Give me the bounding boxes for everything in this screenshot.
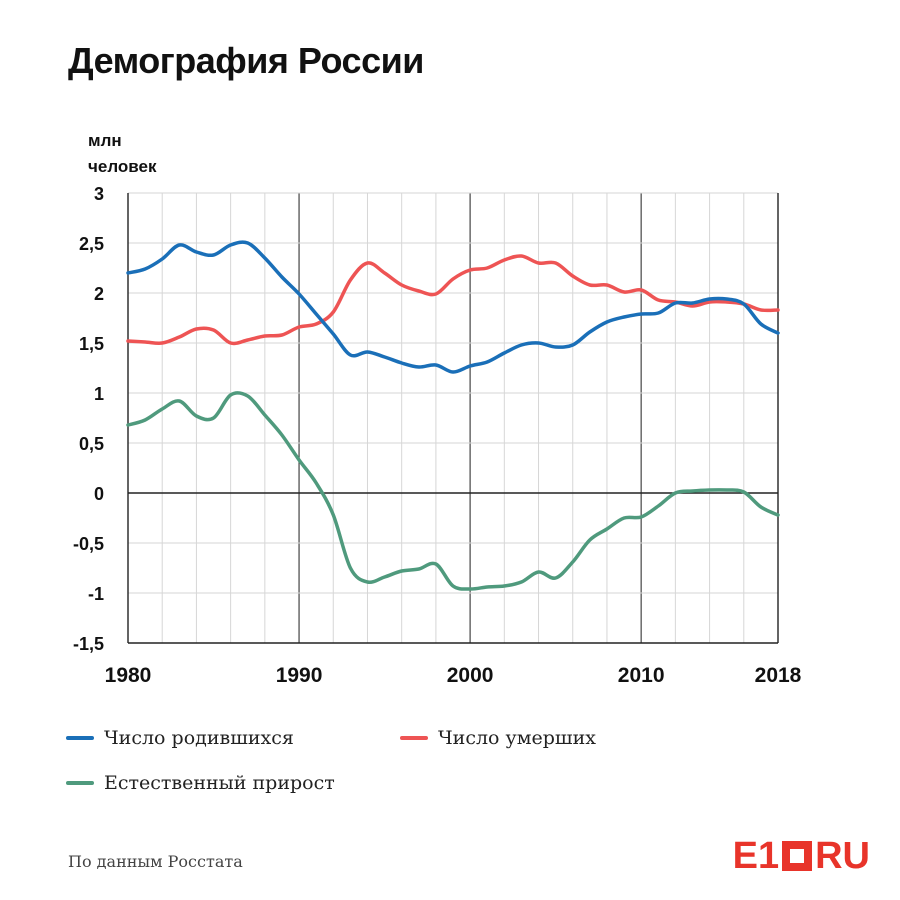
chart-title: Демография России xyxy=(68,40,424,81)
y-axis-unit-label: млн человек xyxy=(88,128,156,180)
series-line-natural-growth xyxy=(126,391,780,591)
y-tick-label: 0 xyxy=(94,484,104,504)
y-tick-label: 2 xyxy=(94,284,104,304)
y-tick-label: 0,5 xyxy=(79,434,104,454)
y-tick-label: -1 xyxy=(88,584,104,604)
logo-text-right: RU xyxy=(815,834,870,877)
y-tick-label: -1,5 xyxy=(73,634,104,654)
x-tick-label: 2000 xyxy=(447,664,494,687)
y-axis-unit-line-2: человек xyxy=(88,157,157,176)
legend-swatch-births xyxy=(66,736,94,740)
y-tick-label: 2,5 xyxy=(79,234,104,254)
legend-label-births: Число родившихся xyxy=(104,727,294,749)
logo-square-icon xyxy=(782,841,813,871)
legend-item-births: Число родившихся xyxy=(66,727,294,749)
series-line-births xyxy=(126,240,780,374)
x-tick-label: 1980 xyxy=(105,664,152,687)
logo-text-left: E1 xyxy=(732,834,780,877)
source-note: По данным Росстата xyxy=(68,852,243,871)
series-line-deaths xyxy=(126,254,780,346)
x-tick-label: 2010 xyxy=(618,664,665,687)
y-axis-unit-line-1: млн xyxy=(88,131,122,150)
legend-label-natural-growth: Естественный прирост xyxy=(104,772,335,794)
x-tick-label: 1990 xyxy=(276,664,323,687)
y-tick-label: 1,5 xyxy=(79,334,104,354)
e1-logo: E1 RU xyxy=(732,834,870,877)
y-tick-label: 1 xyxy=(94,384,104,404)
legend-item-deaths: Число умерших xyxy=(400,727,596,749)
legend-swatch-natural-growth xyxy=(66,781,94,785)
y-tick-label: -0,5 xyxy=(73,534,104,554)
legend-swatch-deaths xyxy=(400,736,428,740)
x-tick-label: 2018 xyxy=(755,664,802,687)
y-tick-label: 3 xyxy=(94,184,104,204)
legend-item-natural-growth: Естественный прирост xyxy=(66,772,335,794)
legend-label-deaths: Число умерших xyxy=(438,727,596,749)
